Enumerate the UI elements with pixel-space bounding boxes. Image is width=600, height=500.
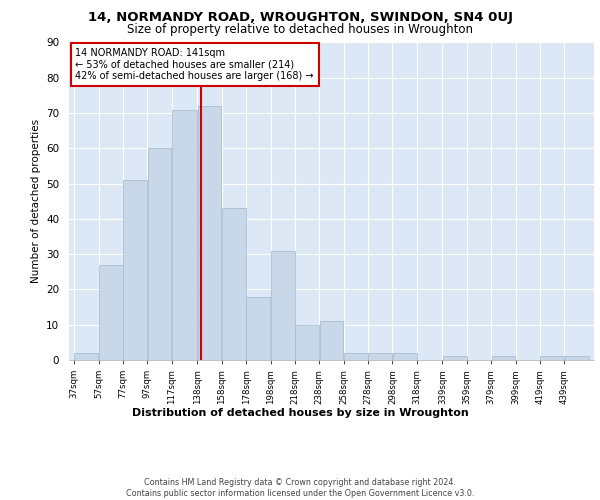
Bar	[74, 353, 98, 360]
Text: Contains HM Land Registry data © Crown copyright and database right 2024.
Contai: Contains HM Land Registry data © Crown c…	[126, 478, 474, 498]
Bar	[197, 106, 221, 360]
Y-axis label: Number of detached properties: Number of detached properties	[31, 119, 41, 284]
Bar	[393, 353, 416, 360]
Bar	[271, 250, 295, 360]
Bar	[443, 356, 467, 360]
Bar	[320, 321, 343, 360]
Bar	[368, 353, 392, 360]
Text: Distribution of detached houses by size in Wroughton: Distribution of detached houses by size …	[131, 408, 469, 418]
Text: 14, NORMANDY ROAD, WROUGHTON, SWINDON, SN4 0UJ: 14, NORMANDY ROAD, WROUGHTON, SWINDON, S…	[88, 11, 512, 24]
Bar	[148, 148, 172, 360]
Text: 14 NORMANDY ROAD: 141sqm
← 53% of detached houses are smaller (214)
42% of semi-: 14 NORMANDY ROAD: 141sqm ← 53% of detach…	[76, 48, 314, 81]
Bar	[172, 110, 197, 360]
Bar	[491, 356, 515, 360]
Bar	[123, 180, 147, 360]
Bar	[222, 208, 246, 360]
Bar	[247, 296, 270, 360]
Bar	[99, 265, 122, 360]
Bar	[541, 356, 564, 360]
Bar	[344, 353, 368, 360]
Text: Size of property relative to detached houses in Wroughton: Size of property relative to detached ho…	[127, 22, 473, 36]
Bar	[295, 324, 319, 360]
Bar	[565, 356, 589, 360]
